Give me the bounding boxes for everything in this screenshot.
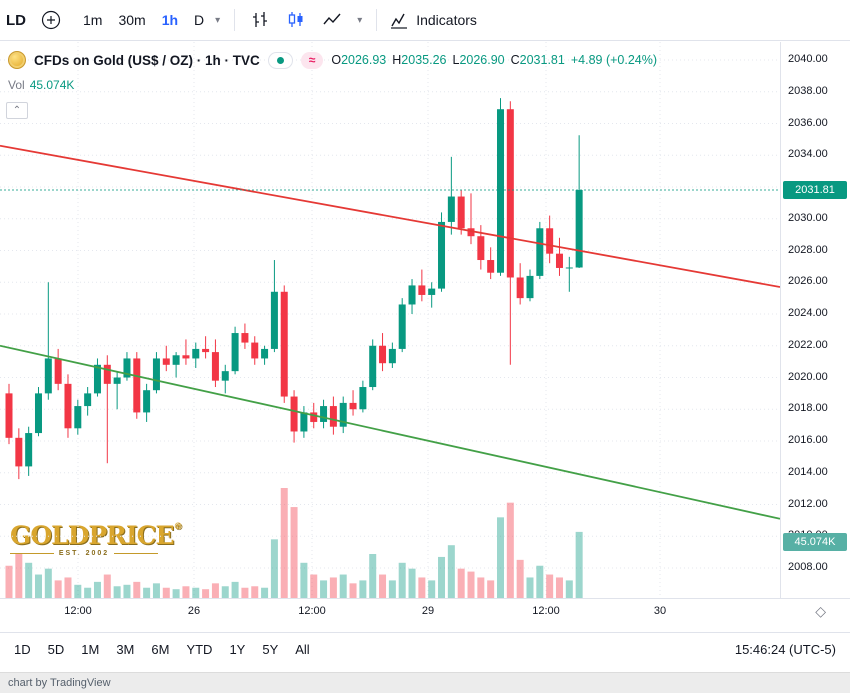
price-axis-label: 2020.00 [788, 370, 828, 383]
price-axis-label: 2024.00 [788, 307, 828, 319]
axis-settings-icon[interactable]: ◇ [815, 603, 826, 619]
range-1d[interactable]: 1D [14, 642, 31, 657]
price-axis-label: 2034.00 [788, 148, 828, 161]
style-chevron-down-icon[interactable]: ▾ [357, 14, 363, 26]
collapse-legend-button[interactable]: ⌃ [6, 102, 28, 119]
bars-icon [253, 12, 268, 27]
time-axis-label: 12:00 [64, 605, 92, 617]
last-price-badge: 2031.81 [783, 181, 847, 200]
symbol-title[interactable]: CFDs on Gold (US$ / OZ) · 1h · TVC [34, 52, 260, 68]
add-symbol-button[interactable] [38, 7, 64, 33]
price-axis-label: 2018.00 [788, 402, 828, 415]
interval-chevron-down-icon[interactable]: ▾ [215, 14, 221, 26]
price-chart-canvas[interactable] [0, 42, 780, 598]
time-axis-label: 30 [653, 605, 667, 617]
price-axis-label: 2038.00 [788, 84, 828, 97]
price-axis-label: 2026.00 [788, 275, 828, 288]
change-readout: +4.89 (+0.24%) [570, 53, 658, 67]
plus-circle-icon [41, 10, 61, 30]
market-status-pill[interactable] [267, 51, 293, 69]
chart-legend: CFDs on Gold (US$ / OZ) · 1h · TVC ≈ O20… [8, 49, 657, 92]
candles-icon [289, 12, 303, 27]
line-chart-icon [323, 13, 341, 25]
toolbar-divider [234, 9, 236, 31]
candles-style-icon[interactable] [283, 7, 309, 33]
time-axis-label: 12:00 [532, 605, 560, 617]
indicators-icon [391, 13, 408, 29]
line-style-icon[interactable] [319, 7, 345, 33]
price-axis-label: 2014.00 [788, 465, 828, 478]
range-toolbar: 1D 5D 1M 3M 6M YTD 1Y 5Y All 15:46:24 (U… [0, 632, 850, 666]
price-axis-label: 2022.00 [788, 338, 828, 351]
top-toolbar: LD 1m 30m 1h D ▾ [0, 0, 850, 41]
range-1m[interactable]: 1M [81, 642, 100, 657]
range-1y[interactable]: 1Y [229, 642, 246, 657]
indicators-label: Indicators [416, 12, 477, 28]
interval-1h[interactable]: 1h [161, 12, 179, 28]
status-dot-icon [276, 56, 284, 64]
range-6m[interactable]: 6M [151, 642, 170, 657]
approx-price-pill[interactable]: ≈ [300, 51, 324, 69]
interval-group: 1m 30m 1h D ▾ [76, 8, 222, 32]
price-axis[interactable]: 2040.002038.002036.002034.002032.002030.… [780, 42, 850, 598]
time-axis[interactable]: 12:00 26 12:00 29 12:00 30 ◇ [0, 598, 850, 624]
volume-badge: 45.074K [783, 532, 847, 551]
range-3m[interactable]: 3M [116, 642, 135, 657]
range-all[interactable]: All [295, 642, 310, 657]
price-axis-label: 2030.00 [788, 211, 828, 224]
range-ytd[interactable]: YTD [186, 642, 213, 657]
chart-style-group: ▾ [247, 7, 364, 33]
volume-readout: Vol 45.074K [8, 78, 75, 92]
indicators-button[interactable]: Indicators [389, 10, 477, 30]
price-axis-label: 2028.00 [788, 243, 828, 256]
price-axis-label: 2036.00 [788, 116, 828, 129]
price-axis-label: 2040.00 [788, 53, 828, 65]
time-axis-label: 12:00 [298, 605, 326, 617]
tradingview-attribution-link[interactable]: chart by TradingView [8, 677, 111, 689]
clock-timezone-button[interactable]: 15:46:24 (UTC-5) [734, 642, 836, 657]
time-axis-label: 29 [421, 605, 435, 617]
interval-1m[interactable]: 1m [83, 12, 103, 28]
ohlc-bars-style-icon[interactable] [247, 7, 273, 33]
attribution-footer: chart by TradingView [0, 672, 850, 693]
range-5d[interactable]: 5D [47, 642, 65, 657]
interval-1d[interactable]: D [194, 12, 205, 28]
toolbar-divider [376, 9, 378, 31]
price-axis-label: 2012.00 [788, 497, 828, 510]
time-axis-label: 26 [187, 605, 201, 617]
price-axis-label: 2016.00 [788, 434, 828, 446]
gold-coin-icon [8, 51, 26, 69]
ohlc-readout: O2026.93 H2035.26 L2026.90 C2031.81 +4.8… [331, 53, 658, 67]
price-axis-label: 2008.00 [788, 561, 828, 573]
symbol-search-button[interactable]: LD [6, 11, 26, 29]
chevron-up-icon: ⌃ [12, 105, 22, 116]
interval-30m[interactable]: 30m [118, 12, 146, 28]
chart-panel: GOLDPRICE® EST. 2002 CFDs on Gold (US$ /… [0, 41, 850, 693]
range-5y[interactable]: 5Y [262, 642, 279, 657]
